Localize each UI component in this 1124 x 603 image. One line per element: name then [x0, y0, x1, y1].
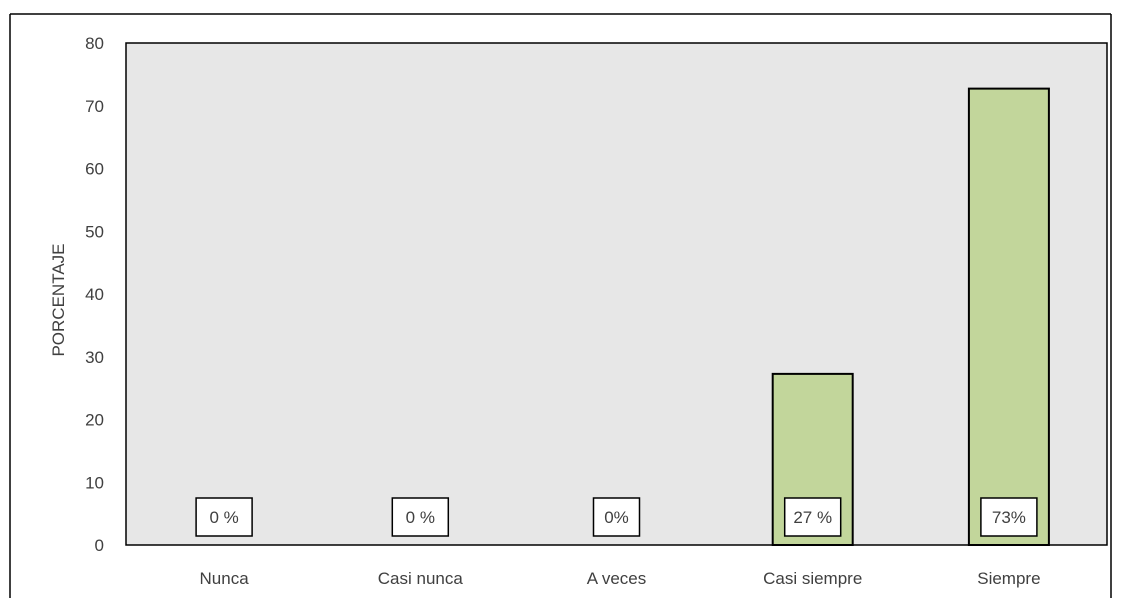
y-axis-label: PORCENTAJE — [49, 243, 68, 356]
data-label: 27 % — [785, 498, 841, 536]
plot-area — [126, 43, 1107, 545]
y-tick-label: 0 — [95, 536, 104, 555]
y-axis-ticks: 0 10 20 30 40 50 60 70 80 — [85, 34, 104, 555]
y-tick-label: 70 — [85, 97, 104, 116]
data-label-text: 73% — [992, 508, 1026, 527]
data-label-text: 0 % — [209, 508, 238, 527]
data-label: 0 % — [196, 498, 252, 536]
y-tick-label: 30 — [85, 348, 104, 367]
bar — [969, 89, 1049, 545]
y-tick-label: 10 — [85, 473, 104, 492]
data-label-text: 27 % — [793, 508, 832, 527]
x-tick-label: Siempre — [977, 569, 1040, 588]
x-tick-label: Casi nunca — [378, 569, 464, 588]
y-tick-label: 20 — [85, 411, 104, 430]
data-label: 0% — [594, 498, 640, 536]
data-label-text: 0% — [604, 508, 629, 527]
x-tick-label: Nunca — [200, 569, 250, 588]
data-label: 73% — [981, 498, 1037, 536]
y-tick-label: 50 — [85, 222, 104, 241]
y-tick-label: 40 — [85, 285, 104, 304]
data-label-text: 0 % — [406, 508, 435, 527]
y-tick-label: 80 — [85, 34, 104, 53]
x-tick-label: A veces — [587, 569, 647, 588]
y-tick-label: 60 — [85, 160, 104, 179]
data-label: 0 % — [392, 498, 448, 536]
x-tick-label: Casi siempre — [763, 569, 862, 588]
x-axis-ticks: Nunca Casi nunca A veces Casi siempre Siempr… — [200, 569, 1041, 588]
